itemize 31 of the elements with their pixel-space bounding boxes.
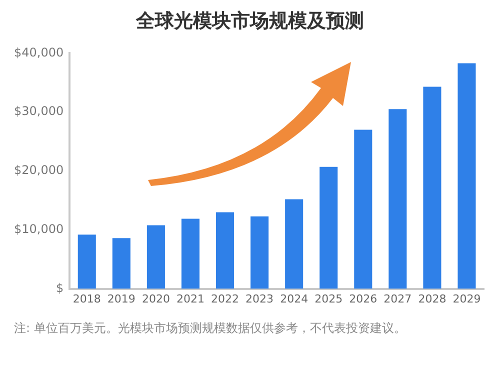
bar (250, 216, 269, 289)
bar (112, 238, 130, 289)
x-tick-label: 2029 (452, 292, 481, 306)
x-tick-label: 2027 (384, 292, 412, 306)
bar (285, 199, 304, 289)
x-tick-label: 2025 (314, 292, 343, 306)
bar (181, 218, 200, 289)
y-tick-label: $30,000 (14, 104, 64, 118)
bar (146, 225, 165, 289)
x-tick-label: 2020 (142, 292, 170, 306)
bar (216, 212, 234, 289)
x-tick-label: 2026 (349, 292, 378, 306)
x-tick-label: 2021 (176, 292, 204, 306)
bar (354, 130, 372, 289)
bar (78, 234, 96, 289)
x-tick-label: 2019 (107, 292, 136, 306)
y-tick-label: $40,000 (14, 45, 64, 60)
bar (388, 109, 407, 289)
text: 注: 单位百万美元。光模块市场预测规模数据仅供参考，不代表投资建议。 (13, 320, 407, 337)
x-tick-label: 2018 (72, 292, 101, 306)
y-tick-label: $10,000 (14, 222, 64, 236)
y-tick-label: $ (56, 280, 64, 295)
bar (320, 166, 338, 289)
x-tick-label: 2024 (280, 292, 308, 306)
chart-title: 全球光模块市场规模及预测 (134, 9, 365, 34)
x-tick-label: 2028 (418, 292, 446, 306)
bar (423, 86, 442, 289)
bar (458, 63, 476, 289)
x-tick-label: 2022 (211, 292, 240, 306)
x-tick-label: 2023 (246, 292, 274, 306)
y-tick-label: $20,000 (14, 163, 64, 178)
